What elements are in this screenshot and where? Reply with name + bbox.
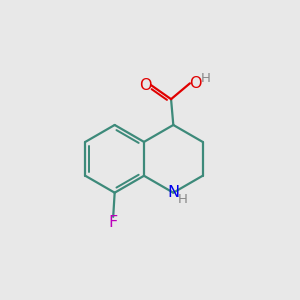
Text: H: H [200,71,210,85]
Text: O: O [139,77,152,92]
Text: F: F [109,214,118,230]
Text: N: N [168,185,180,200]
Text: H: H [178,193,188,206]
Text: O: O [189,76,202,91]
